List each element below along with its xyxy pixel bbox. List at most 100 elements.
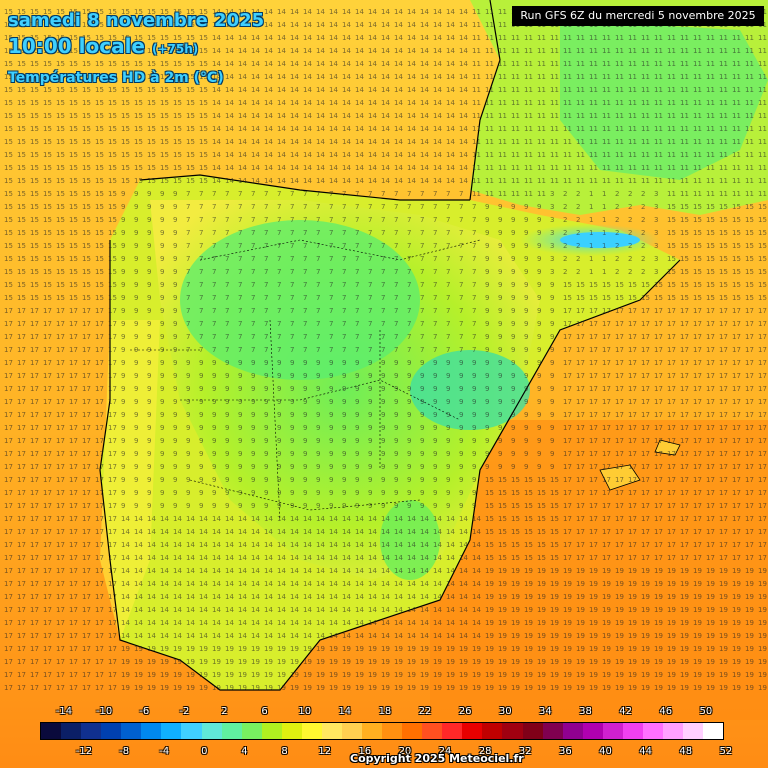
grid-value: 19 (680, 606, 689, 614)
grid-value: 7 (199, 268, 203, 276)
grid-value: 15 (43, 255, 52, 263)
grid-value: 9 (433, 398, 437, 406)
grid-value: 19 (745, 684, 754, 692)
grid-value: 7 (433, 268, 437, 276)
grid-value: 14 (147, 541, 156, 549)
grid-value: 14 (238, 138, 247, 146)
grid-value: 11 (602, 125, 611, 133)
grid-value: 9 (121, 320, 125, 328)
grid-value: 17 (576, 541, 585, 549)
grid-value: 9 (186, 411, 190, 419)
grid-value: 19 (758, 567, 767, 575)
grid-value: 9 (147, 476, 151, 484)
grid-value: 9 (446, 463, 450, 471)
grid-value: 9 (225, 476, 229, 484)
grid-value: 15 (108, 138, 117, 146)
grid-value: 9 (173, 398, 177, 406)
grid-value: 7 (433, 229, 437, 237)
grid-value: 14 (238, 34, 247, 42)
grid-value: 15 (30, 164, 39, 172)
grid-value: 11 (758, 164, 767, 172)
grid-value: 15 (4, 216, 13, 224)
grid-value: 14 (368, 125, 377, 133)
grid-value: 7 (290, 307, 294, 315)
grid-value: 15 (17, 60, 26, 68)
grid-value: 15 (17, 255, 26, 263)
grid-value: 11 (498, 99, 507, 107)
grid-value: 19 (706, 645, 715, 653)
grid-value: 9 (511, 424, 515, 432)
grid-value: 9 (173, 476, 177, 484)
grid-value: 9 (173, 372, 177, 380)
grid-value: 7 (433, 190, 437, 198)
grid-value: 9 (498, 242, 502, 250)
grid-value: 19 (303, 671, 312, 679)
grid-value: 15 (719, 294, 728, 302)
grid-value: 17 (706, 333, 715, 341)
grid-value: 14 (355, 567, 364, 575)
grid-value: 17 (108, 398, 117, 406)
grid-value: 11 (563, 47, 572, 55)
grid-value: 7 (199, 229, 203, 237)
grid-value: 11 (537, 86, 546, 94)
grid-value: 19 (576, 567, 585, 575)
grid-value: 15 (680, 281, 689, 289)
grid-value: 14 (251, 632, 260, 640)
grid-value: 14 (238, 619, 247, 627)
grid-value: 9 (472, 450, 476, 458)
grid-value: 14 (290, 47, 299, 55)
grid-value: 14 (407, 8, 416, 16)
grid-value: 14 (459, 138, 468, 146)
grid-value: 14 (264, 580, 273, 588)
grid-value: 7 (368, 190, 372, 198)
grid-value: 11 (563, 60, 572, 68)
grid-value: 15 (30, 99, 39, 107)
grid-value: 9 (550, 463, 554, 471)
grid-value: 9 (498, 437, 502, 445)
grid-value: 17 (95, 489, 104, 497)
grid-value: 15 (576, 281, 585, 289)
grid-value: 19 (732, 567, 741, 575)
grid-value: 11 (745, 151, 754, 159)
grid-value: 9 (394, 359, 398, 367)
grid-value: 15 (69, 229, 78, 237)
grid-value: 14 (173, 606, 182, 614)
grid-value: 9 (186, 502, 190, 510)
grid-value: 19 (212, 671, 221, 679)
grid-value: 17 (17, 346, 26, 354)
grid-value: 9 (329, 463, 333, 471)
grid-value: 9 (485, 229, 489, 237)
grid-value: 7 (303, 242, 307, 250)
northern-meseta-cool (180, 220, 420, 380)
grid-value: 14 (290, 99, 299, 107)
grid-value: 17 (69, 593, 78, 601)
grid-value: 19 (537, 619, 546, 627)
grid-value: 14 (264, 164, 273, 172)
grid-value: 7 (186, 242, 190, 250)
grid-value: 14 (199, 606, 208, 614)
grid-value: 19 (498, 619, 507, 627)
grid-value: 11 (732, 112, 741, 120)
grid-value: 11 (485, 125, 494, 133)
grid-value: 19 (498, 632, 507, 640)
grid-value: 14 (420, 177, 429, 185)
grid-value: 7 (329, 320, 333, 328)
grid-value: 2 (563, 216, 567, 224)
grid-value: 7 (420, 294, 424, 302)
grid-value: 9 (264, 385, 268, 393)
grid-value: 11 (706, 112, 715, 120)
grid-value: 17 (69, 528, 78, 536)
grid-value: 14 (290, 528, 299, 536)
grid-value: 14 (381, 60, 390, 68)
grid-value: 15 (95, 21, 104, 29)
grid-value: 9 (524, 333, 528, 341)
grid-value: 7 (290, 333, 294, 341)
grid-value: 17 (69, 476, 78, 484)
grid-value: 15 (82, 34, 91, 42)
grid-value: 17 (108, 554, 117, 562)
grid-value: 1 (589, 216, 593, 224)
grid-value: 9 (277, 502, 281, 510)
grid-value: 19 (550, 593, 559, 601)
grid-value: 17 (43, 567, 52, 575)
grid-value: 15 (706, 294, 715, 302)
